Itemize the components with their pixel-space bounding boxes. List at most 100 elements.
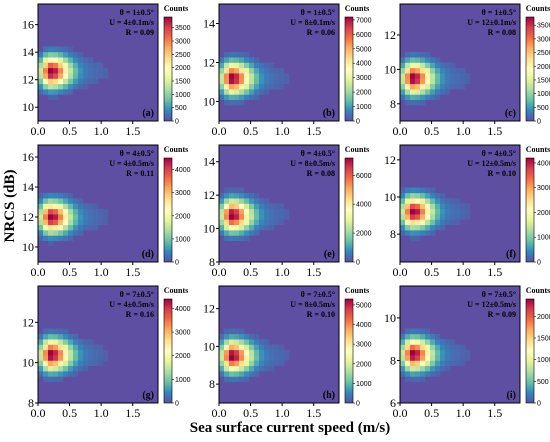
heatmap-cell bbox=[450, 62, 456, 69]
heatmap-cell bbox=[430, 219, 436, 226]
heatmap-cell bbox=[279, 214, 285, 220]
heatmap-cell bbox=[460, 360, 466, 367]
panel-label: (e) bbox=[324, 249, 335, 260]
colorbar-tick-label: 0 bbox=[537, 401, 541, 408]
heatmap-cell bbox=[400, 333, 406, 340]
heatmap-cell bbox=[43, 78, 49, 85]
heatmap-cell bbox=[465, 203, 471, 210]
heatmap-cell bbox=[415, 339, 421, 345]
heatmap-cell bbox=[58, 67, 64, 74]
heatmap-cell bbox=[219, 344, 225, 351]
heatmap-cell bbox=[78, 355, 84, 361]
heatmap-cell bbox=[425, 224, 431, 231]
heatmap-cell bbox=[420, 83, 426, 90]
heatmap-cell bbox=[279, 78, 285, 85]
y-tick-label: 8 bbox=[390, 97, 396, 111]
heatmap-cell bbox=[83, 339, 89, 345]
heatmap-cell bbox=[259, 62, 265, 69]
heatmap-cell bbox=[68, 89, 74, 95]
x-tick-label: 1.5 bbox=[306, 124, 321, 138]
heatmap-cell bbox=[440, 208, 446, 215]
heatmap-cell bbox=[425, 230, 431, 236]
heatmap-cell bbox=[455, 360, 461, 367]
heatmap-cell bbox=[405, 99, 411, 106]
heatmap-cell bbox=[400, 214, 406, 220]
x-tick-label: 0.0 bbox=[393, 124, 408, 138]
heatmap-cell bbox=[38, 365, 44, 372]
heatmap-cell bbox=[78, 360, 84, 367]
heatmap-cell bbox=[460, 73, 466, 79]
heatmap-cell bbox=[83, 214, 89, 220]
annotation: θ = 4±0.5° bbox=[301, 149, 335, 158]
x-tick-label: 1.5 bbox=[125, 406, 140, 420]
x-tick-label: 0.5 bbox=[243, 124, 258, 138]
heatmap-cell bbox=[38, 344, 44, 351]
heatmap-cell bbox=[269, 365, 275, 372]
heatmap-cell bbox=[279, 355, 285, 361]
heatmap-cell bbox=[73, 198, 79, 204]
heatmap-cell bbox=[254, 192, 260, 199]
heatmap-cell bbox=[239, 360, 245, 367]
heatmap-cell bbox=[460, 214, 466, 220]
heatmap-cell bbox=[58, 89, 64, 95]
heatmap-cell bbox=[415, 224, 421, 231]
heatmap-cell bbox=[425, 78, 431, 85]
heatmap-cell bbox=[259, 67, 265, 74]
heatmap-cell bbox=[415, 214, 421, 220]
panel-d: 0.0 0.5 1.0 1.5 10 12 14 16 θ = 4±0.5°U = 4±0.5m… bbox=[22, 144, 191, 279]
x-tick-label: 0.0 bbox=[31, 265, 46, 279]
x-tick-label: 0.0 bbox=[393, 265, 408, 279]
heatmap-cell bbox=[415, 344, 421, 351]
heatmap-cell bbox=[400, 198, 406, 204]
heatmap-cell bbox=[83, 355, 89, 361]
heatmap-cell bbox=[249, 89, 255, 95]
y-tick-label: 8 bbox=[28, 396, 34, 410]
heatmap-cell bbox=[229, 214, 235, 220]
heatmap-cell bbox=[405, 365, 411, 372]
colorbar bbox=[344, 16, 354, 122]
y-axis-label: NRCS (dB) bbox=[2, 170, 18, 243]
y-tick-label: 8 bbox=[209, 255, 215, 269]
panel-label: (g) bbox=[142, 390, 154, 401]
heatmap-cell bbox=[274, 360, 280, 367]
heatmap-cell bbox=[73, 208, 79, 215]
heatmap-cell bbox=[93, 73, 99, 79]
heatmap-cell bbox=[264, 360, 270, 367]
heatmap-cell bbox=[400, 365, 406, 372]
heatmap-cell bbox=[264, 224, 270, 231]
annotation: θ = 7±0.5° bbox=[301, 290, 335, 299]
heatmap-cell bbox=[224, 67, 230, 74]
x-tick-label: 1.5 bbox=[487, 406, 502, 420]
heatmap-cell bbox=[254, 349, 260, 356]
y-tick-label: 10 bbox=[384, 62, 396, 76]
heatmap-cell bbox=[58, 62, 64, 69]
heatmap-cell bbox=[239, 203, 245, 210]
heatmap-cell bbox=[264, 344, 270, 351]
heatmap-cell bbox=[405, 89, 411, 95]
heatmap-cell bbox=[435, 333, 441, 340]
heatmap-cell bbox=[400, 349, 406, 356]
heatmap-cell bbox=[83, 83, 89, 90]
heatmap-cell bbox=[450, 344, 456, 351]
heatmap-cell bbox=[48, 360, 54, 367]
colorbar bbox=[163, 298, 173, 404]
heatmap-cell bbox=[435, 365, 441, 372]
heatmap-cell bbox=[244, 344, 250, 351]
heatmap-cell bbox=[264, 83, 270, 90]
heatmap-cell bbox=[430, 73, 436, 79]
heatmap-cell bbox=[465, 355, 471, 361]
x-tick-label: 1.0 bbox=[456, 124, 471, 138]
heatmap-cell bbox=[48, 46, 54, 53]
heatmap-cell bbox=[410, 339, 416, 345]
heatmap-cell bbox=[234, 203, 240, 210]
heatmap-cell bbox=[415, 203, 421, 210]
heatmap-cell bbox=[219, 219, 225, 226]
heatmap-cell bbox=[78, 219, 84, 226]
heatmap-cell bbox=[63, 235, 69, 242]
heatmap-cell bbox=[48, 62, 54, 69]
heatmap-cell bbox=[43, 355, 49, 361]
heatmap-cells bbox=[38, 46, 109, 101]
heatmap-cell bbox=[48, 198, 54, 204]
heatmap-cell bbox=[284, 208, 290, 215]
